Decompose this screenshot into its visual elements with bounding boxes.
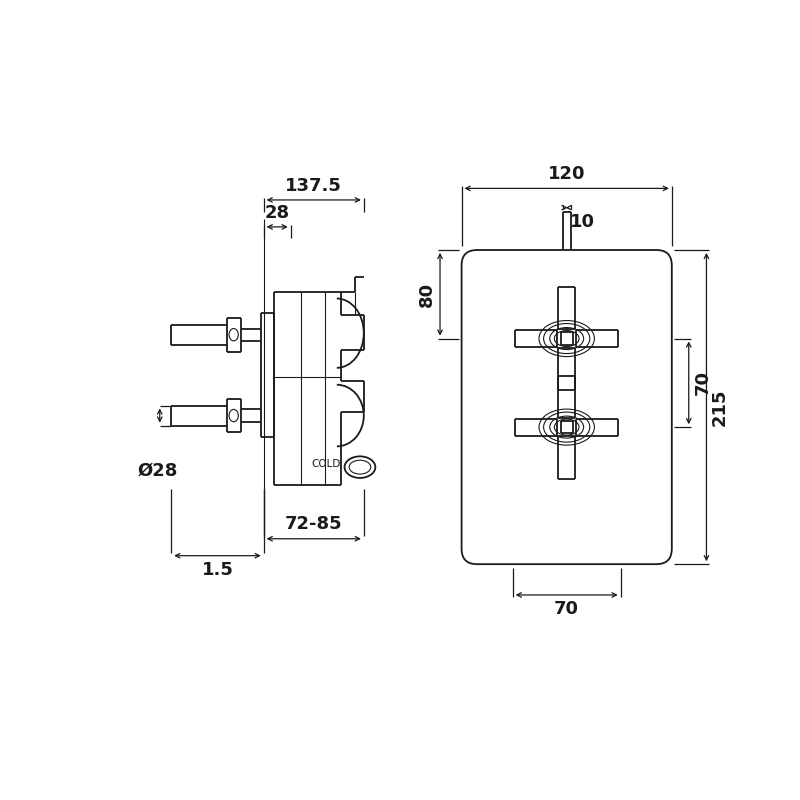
FancyBboxPatch shape xyxy=(462,250,672,564)
Text: 215: 215 xyxy=(711,388,729,426)
Text: 72-85: 72-85 xyxy=(285,515,342,534)
Text: 28: 28 xyxy=(265,203,290,222)
Text: 1.5: 1.5 xyxy=(202,561,234,579)
Text: 70: 70 xyxy=(554,600,579,618)
Text: COLD: COLD xyxy=(311,459,341,469)
Text: Ø28: Ø28 xyxy=(138,462,178,480)
Text: 10: 10 xyxy=(570,213,594,231)
Text: 80: 80 xyxy=(418,282,435,307)
Text: 120: 120 xyxy=(548,165,586,183)
Text: 137.5: 137.5 xyxy=(286,177,342,194)
Text: 70: 70 xyxy=(694,370,711,395)
